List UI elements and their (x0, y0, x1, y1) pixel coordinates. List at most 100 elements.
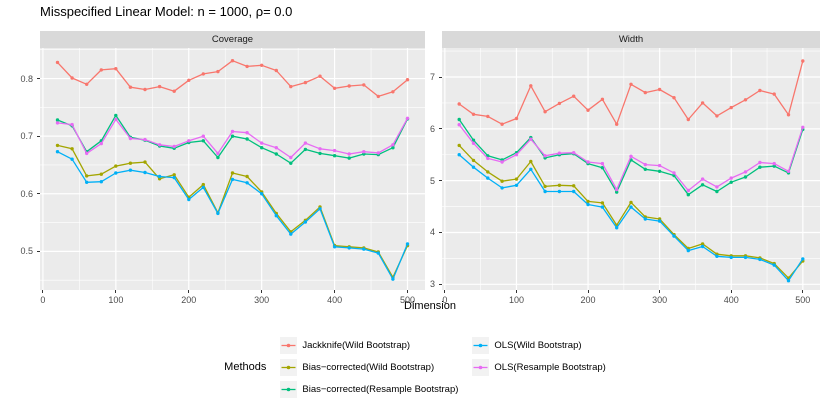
data-point (405, 78, 410, 82)
legend-item-label: OLS(Wild Bootstrap) (494, 339, 582, 351)
data-point (303, 147, 308, 152)
data-point (686, 248, 690, 253)
data-point (729, 105, 733, 110)
data-point (572, 189, 576, 194)
data-point (332, 154, 337, 158)
data-point (172, 144, 176, 149)
x-tick-mark (334, 290, 336, 293)
data-point (332, 86, 337, 90)
data-point (629, 200, 633, 205)
data-point (187, 197, 191, 202)
data-point (99, 172, 103, 176)
data-point (260, 63, 264, 67)
legend-item-label: OLS(Resample Bootstrap) (494, 361, 606, 373)
data-point (600, 161, 605, 166)
data-point (672, 96, 676, 100)
data-point (643, 162, 647, 167)
data-point (457, 102, 461, 106)
data-point (230, 129, 235, 134)
data-point (729, 255, 733, 260)
data-point (347, 246, 351, 250)
data-point (172, 173, 176, 177)
data-point (672, 234, 676, 238)
data-point (289, 232, 293, 236)
data-point (801, 59, 805, 63)
data-point (758, 257, 762, 262)
data-point (376, 94, 380, 99)
x-tick-mark (188, 290, 190, 293)
data-point (332, 148, 337, 153)
data-point (529, 137, 533, 141)
data-point (615, 190, 619, 194)
data-point (586, 160, 590, 164)
y-tick-label: 0.5 (20, 246, 33, 257)
data-point (376, 251, 380, 255)
data-point (715, 185, 719, 189)
data-point (391, 90, 395, 94)
x-tick-mark (42, 290, 44, 293)
data-point (289, 155, 293, 160)
data-point (157, 143, 162, 147)
data-point (586, 199, 590, 204)
legend: Methods Jackknife(Wild Bootstrap) Bias−co… (0, 334, 830, 400)
data-point (187, 78, 191, 82)
data-point (715, 254, 719, 258)
data-point (216, 211, 220, 216)
data-point (471, 112, 476, 117)
legend-item-label: Jackknife(Wild Bootstrap) (302, 339, 411, 351)
legend-key-icon (472, 358, 490, 376)
data-point (303, 80, 308, 85)
data-point (303, 141, 308, 145)
data-point (629, 82, 633, 86)
data-point (143, 87, 147, 92)
data-point (70, 122, 74, 127)
x-tick-mark (587, 290, 589, 293)
data-point (216, 155, 220, 160)
data-point (500, 160, 504, 164)
data-point (586, 202, 590, 207)
data-point (230, 177, 235, 182)
facet-strip-width: Width (442, 31, 820, 48)
data-point (529, 84, 533, 88)
data-point (629, 205, 633, 209)
data-point (172, 175, 176, 180)
data-point (514, 183, 519, 187)
data-point (157, 174, 162, 179)
data-point (99, 141, 103, 146)
y-tick-label: 0.8 (20, 73, 33, 84)
data-point (486, 176, 490, 180)
data-point (786, 279, 791, 283)
data-point (700, 101, 705, 105)
data-point (700, 242, 705, 246)
data-point (245, 137, 249, 141)
series-ols-resample-bootstrap (55, 116, 410, 160)
data-point (230, 59, 235, 63)
data-point (471, 158, 476, 163)
legend-items: Jackknife(Wild Bootstrap) Bias−corrected(… (280, 334, 606, 400)
data-point (201, 185, 205, 190)
data-point (471, 141, 476, 145)
data-point (318, 151, 322, 156)
data-point (514, 116, 519, 121)
data-point (600, 201, 605, 205)
data-point (70, 147, 74, 151)
data-point (289, 84, 293, 89)
data-point (772, 164, 776, 168)
data-point (85, 180, 89, 184)
x-tick-mark (115, 290, 117, 293)
legend-point-icon (287, 343, 291, 347)
plot-title: Misspecified Linear Model: n = 1000, ρ= … (40, 4, 293, 19)
data-point (500, 179, 504, 183)
data-point (657, 169, 662, 173)
data-point (201, 182, 205, 187)
data-point (318, 147, 322, 151)
data-point (700, 244, 705, 249)
data-point (70, 76, 74, 80)
series-ols-resample-bootstrap (457, 123, 805, 193)
legend-key-icon (472, 336, 490, 354)
x-tick-mark (407, 290, 408, 293)
data-point (772, 92, 776, 96)
data-point (362, 247, 366, 251)
data-point (686, 193, 690, 197)
data-point (347, 152, 351, 156)
